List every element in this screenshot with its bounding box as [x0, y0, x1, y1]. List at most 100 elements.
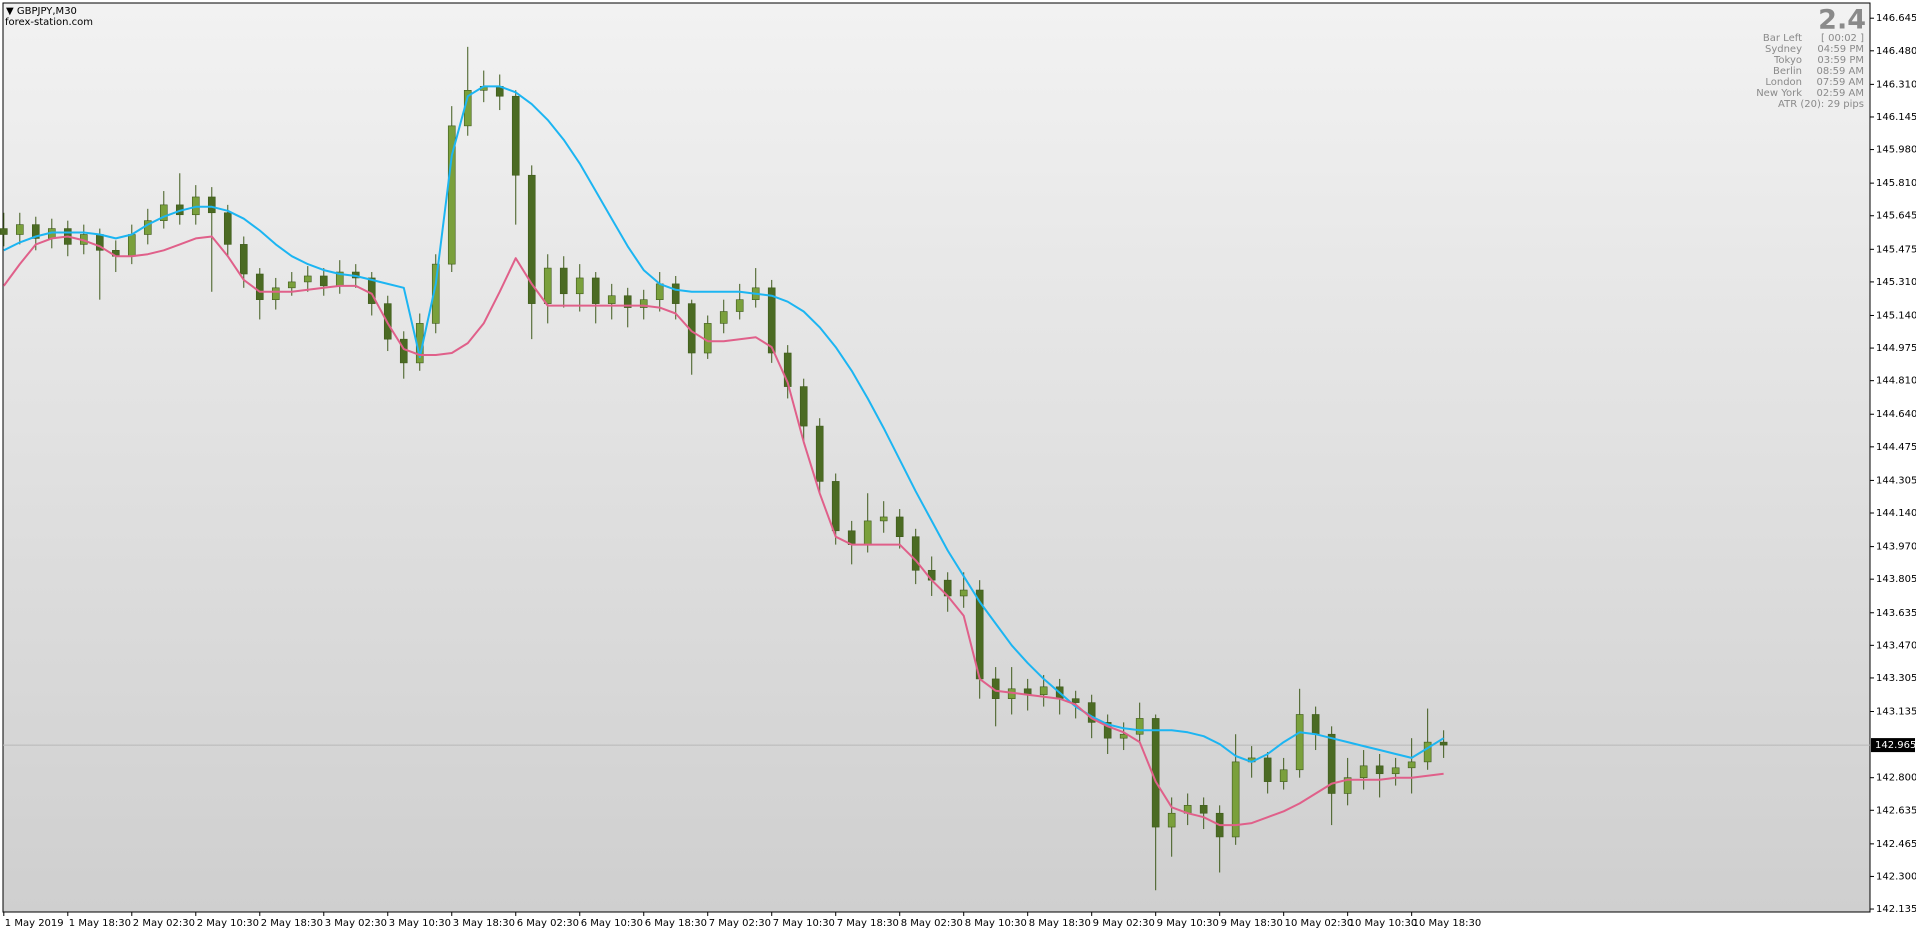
x-tick-label: 1 May 2019 — [5, 918, 64, 929]
candle-body — [223, 212, 232, 245]
y-tick-label: 142.800 — [1876, 773, 1916, 784]
x-tick-label: 3 May 02:30 — [325, 918, 387, 929]
candle-body — [1327, 733, 1336, 794]
plot-layer — [0, 46, 1870, 891]
y-tick-label: 145.310 — [1876, 277, 1916, 288]
y-tick-label: 142.465 — [1876, 839, 1916, 850]
y-tick-label: 144.640 — [1876, 409, 1916, 420]
candle-body — [447, 125, 456, 265]
candle-body — [879, 516, 888, 522]
indicator-line — [2, 235, 1444, 827]
candle-body — [319, 275, 328, 287]
x-tick-label: 7 May 18:30 — [837, 918, 899, 929]
info-label: New York — [1756, 88, 1802, 99]
info-value: 03:59 PM — [1817, 55, 1864, 66]
y-tick-label: 143.305 — [1876, 673, 1916, 684]
candle-body — [1343, 777, 1352, 794]
candle-body — [159, 204, 168, 221]
info-label: Bar Left — [1763, 33, 1802, 44]
x-tick-label: 10 May 02:30 — [1285, 918, 1354, 929]
y-tick-label: 143.470 — [1876, 640, 1916, 651]
candle-body — [655, 283, 664, 300]
x-tick-label: 9 May 02:30 — [1093, 918, 1155, 929]
x-tick-label: 1 May 18:30 — [69, 918, 131, 929]
candle-body — [559, 267, 568, 295]
candle-body — [31, 224, 40, 239]
candle-body — [1295, 714, 1304, 771]
candle-body — [255, 273, 264, 300]
symbol-label: ▼ GBPJPY,M30 — [6, 6, 77, 17]
y-tick-label: 146.645 — [1876, 13, 1916, 24]
candle-body — [719, 311, 728, 324]
candle-body — [575, 277, 584, 295]
candle-body — [1167, 812, 1176, 828]
candle-body — [767, 287, 776, 354]
candle-body — [207, 196, 216, 214]
candle-body — [287, 281, 296, 289]
candle-body — [863, 520, 872, 545]
candle-body — [911, 536, 920, 571]
x-tick-label: 8 May 18:30 — [1029, 918, 1091, 929]
spread-value: 2.4 — [1818, 5, 1866, 36]
y-tick-label: 143.135 — [1876, 707, 1916, 718]
x-tick-label: 2 May 02:30 — [133, 918, 195, 929]
x-tick-label: 10 May 18:30 — [1413, 918, 1482, 929]
candle-body — [239, 244, 248, 275]
x-tick-label: 8 May 10:30 — [965, 918, 1027, 929]
candle-body — [1407, 761, 1416, 769]
candle-body — [511, 95, 520, 176]
x-tick-label: 7 May 10:30 — [773, 918, 835, 929]
x-tick-label: 6 May 02:30 — [517, 918, 579, 929]
x-tick-label: 6 May 10:30 — [581, 918, 643, 929]
candle-body — [1391, 767, 1400, 775]
candle-body — [895, 516, 904, 538]
y-tick-label: 145.645 — [1876, 211, 1916, 222]
y-tick-label: 144.305 — [1876, 475, 1916, 486]
x-tick-label: 9 May 10:30 — [1157, 918, 1219, 929]
y-tick-label: 144.475 — [1876, 442, 1916, 453]
y-tick-label: 145.140 — [1876, 310, 1916, 321]
candle-body — [831, 481, 840, 532]
symbol-text: GBPJPY,M30 — [17, 6, 77, 17]
candle-body — [959, 589, 968, 597]
candle-body — [127, 234, 136, 257]
current-price-box — [1871, 738, 1915, 753]
y-tick-label: 143.805 — [1876, 574, 1916, 585]
candle-body — [1311, 714, 1320, 735]
candle-body — [1423, 741, 1432, 763]
info-label: London — [1765, 77, 1802, 88]
x-tick-label: 3 May 10:30 — [389, 918, 451, 929]
x-tick-label: 6 May 18:30 — [645, 918, 707, 929]
candle-body — [1039, 686, 1048, 696]
indicator-line — [3, 85, 1445, 763]
x-tick-label: 10 May 10:30 — [1349, 918, 1418, 929]
y-tick-label: 144.810 — [1876, 376, 1916, 387]
candle-body — [815, 425, 824, 482]
x-tick-label: 2 May 10:30 — [197, 918, 259, 929]
atr-text: ATR (20): 29 pips — [1778, 99, 1864, 110]
x-tick-label: 2 May 18:30 — [261, 918, 323, 929]
candle-body — [1199, 805, 1208, 814]
source-label: forex-station.com — [5, 17, 93, 28]
candle-body — [1439, 741, 1448, 746]
y-tick-label: 145.475 — [1876, 244, 1916, 255]
candle-body — [271, 287, 280, 300]
candle-body — [431, 263, 440, 324]
candle-body — [1151, 718, 1160, 828]
candle-body — [1087, 702, 1096, 723]
candle-body — [367, 277, 376, 304]
candle-body — [607, 295, 616, 304]
y-tick-label: 145.980 — [1876, 145, 1916, 156]
candle-body — [735, 299, 744, 312]
candle-body — [671, 283, 680, 304]
info-value: [ 00:02 ] — [1821, 33, 1864, 44]
candle-body — [1375, 765, 1384, 775]
candle-body — [303, 275, 312, 283]
y-tick-label: 146.145 — [1876, 112, 1916, 123]
info-value: 08:59 AM — [1817, 66, 1864, 77]
info-value: 02:59 AM — [1817, 88, 1864, 99]
info-value: 04:59 PM — [1817, 44, 1864, 55]
info-value: 07:59 AM — [1817, 77, 1864, 88]
candle-body — [15, 224, 24, 235]
y-tick-label: 142.135 — [1876, 904, 1916, 915]
